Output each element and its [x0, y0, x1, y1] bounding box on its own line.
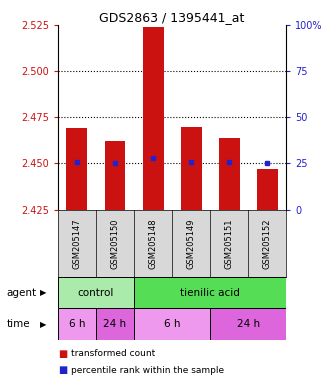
Text: control: control [78, 288, 114, 298]
Text: agent: agent [7, 288, 37, 298]
Bar [58, 308, 96, 340]
Text: 24 h: 24 h [104, 319, 126, 329]
Bar [257, 169, 278, 210]
Text: GSM205152: GSM205152 [263, 218, 272, 268]
Bar [134, 277, 286, 308]
Text: transformed count: transformed count [71, 349, 156, 358]
Bar [210, 308, 286, 340]
Text: ▶: ▶ [40, 288, 46, 297]
Text: 24 h: 24 h [237, 319, 260, 329]
Text: time: time [7, 319, 30, 329]
Bar [219, 137, 240, 210]
Bar [134, 308, 210, 340]
Bar [181, 127, 202, 210]
Bar [58, 277, 134, 308]
Title: GDS2863 / 1395441_at: GDS2863 / 1395441_at [99, 11, 245, 24]
Text: tienilic acid: tienilic acid [180, 288, 240, 298]
Text: 6 h: 6 h [69, 319, 85, 329]
Bar [105, 141, 125, 210]
Text: percentile rank within the sample: percentile rank within the sample [71, 366, 224, 374]
Text: 6 h: 6 h [164, 319, 180, 329]
Text: GSM205147: GSM205147 [72, 218, 81, 268]
Bar [96, 308, 134, 340]
Text: ■: ■ [58, 365, 67, 375]
Text: GSM205148: GSM205148 [149, 218, 158, 268]
Bar [143, 27, 164, 210]
Bar [67, 128, 87, 210]
Text: ▶: ▶ [40, 319, 46, 329]
Text: GSM205150: GSM205150 [111, 218, 119, 268]
Text: ■: ■ [58, 349, 67, 359]
Text: GSM205149: GSM205149 [187, 218, 196, 268]
Text: GSM205151: GSM205151 [225, 218, 234, 268]
